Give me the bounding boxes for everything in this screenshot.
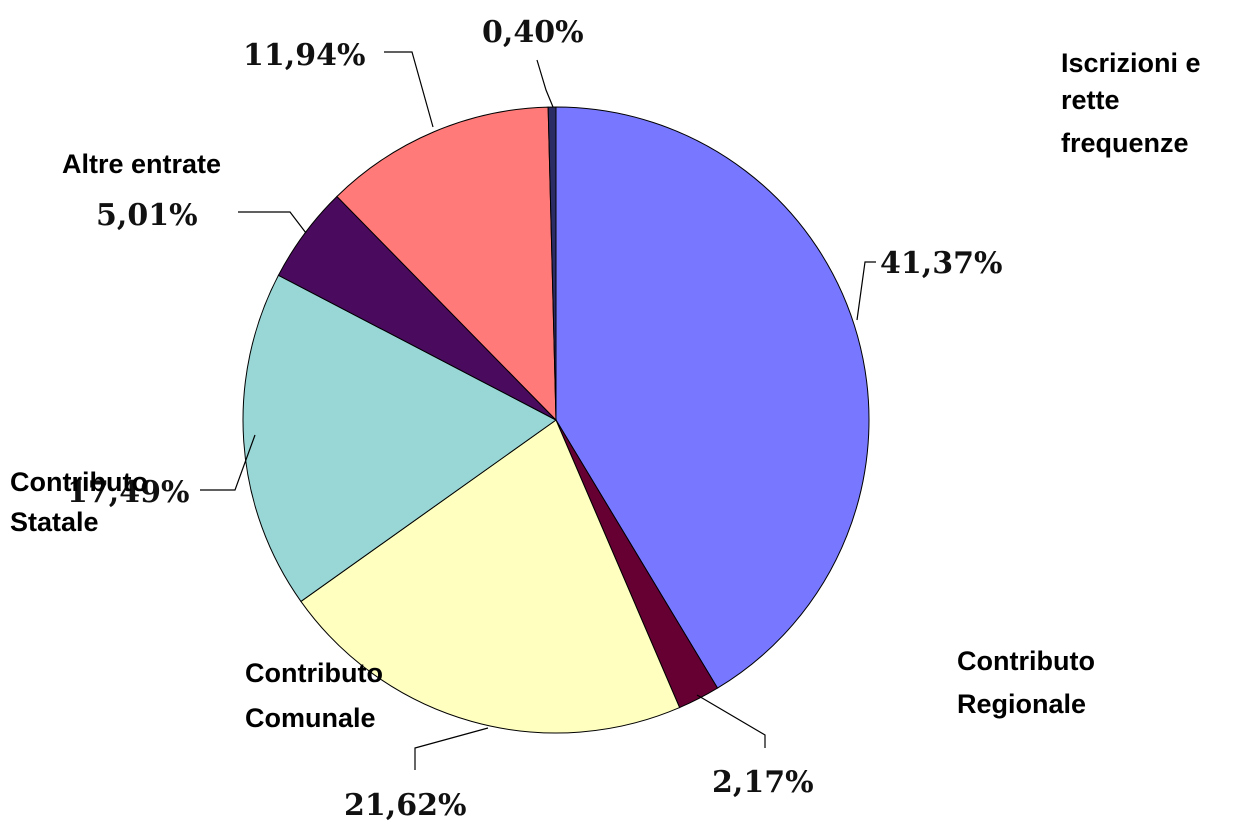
leader-line-5-01 xyxy=(238,211,307,234)
pie-slice-1 xyxy=(555,106,870,689)
category-label-comunale-line2: Comunale xyxy=(245,703,376,733)
category-label-regionale-line1: Contributo xyxy=(957,646,1095,676)
category-label-iscrizioni: Iscrizioni e rette frequenze xyxy=(1061,48,1201,158)
category-label-regionale: Contributo Regionale xyxy=(957,646,1095,719)
category-label-statale-line1: Contributo xyxy=(10,467,148,497)
pct-label-regionale: 41,37% xyxy=(880,246,1002,281)
category-label-regionale-line2: Regionale xyxy=(957,689,1086,719)
pie-slice-7 xyxy=(547,106,557,421)
leader-line-11-94 xyxy=(384,51,434,128)
category-label-iscrizioni-line1: Iscrizioni e xyxy=(1061,48,1201,78)
pct-label-comunale: 21,62% xyxy=(344,788,466,821)
category-label-altre: Altre entrate xyxy=(62,149,221,179)
category-label-statale: Contributo Statale xyxy=(10,467,148,537)
pct-label-statale: 17,49% xyxy=(67,475,189,510)
pct-label-iscrizioni: 0,40% xyxy=(482,15,584,50)
leader-line-2-17 xyxy=(696,694,766,748)
pct-label-2-17: 2,17% xyxy=(712,765,814,800)
category-label-statale-line2: Statale xyxy=(10,507,99,537)
category-label-comunale: Contributo Comunale xyxy=(245,658,383,733)
leader-lines xyxy=(200,51,876,770)
pct-label-altre: 11,94% xyxy=(243,38,365,73)
pie-slices xyxy=(242,106,870,734)
pie-slice-3 xyxy=(300,419,681,734)
pct-label-5-01: 5,01% xyxy=(96,198,198,233)
pie-slice-4 xyxy=(242,274,557,603)
category-label-iscrizioni-line3: frequenze xyxy=(1061,128,1189,158)
leader-line-041-37 xyxy=(856,261,876,321)
leader-line-17-49 xyxy=(200,434,256,491)
category-label-iscrizioni-line2: rette xyxy=(1061,85,1120,115)
leader-line-21-62 xyxy=(414,727,489,770)
category-label-comunale-line1: Contributo xyxy=(245,658,383,688)
leader-line-0-40 xyxy=(536,59,554,108)
pie-slice-6 xyxy=(336,106,557,422)
